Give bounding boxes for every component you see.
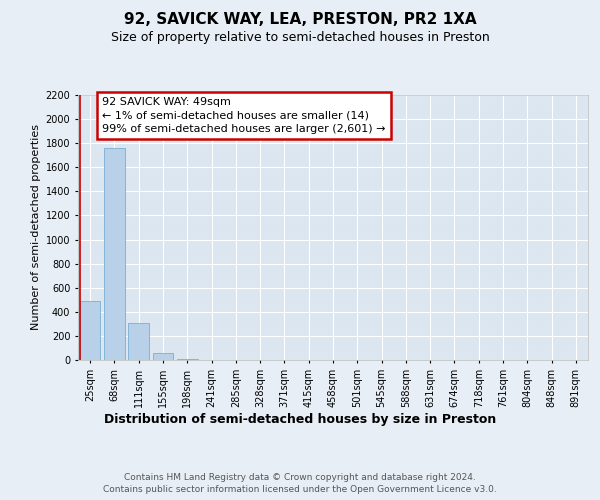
Text: Distribution of semi-detached houses by size in Preston: Distribution of semi-detached houses by … <box>104 412 496 426</box>
Bar <box>177 359 197 360</box>
Bar <box>152 354 173 360</box>
Bar <box>104 148 125 360</box>
Text: Contains HM Land Registry data © Crown copyright and database right 2024.
Contai: Contains HM Land Registry data © Crown c… <box>103 472 497 494</box>
Bar <box>80 301 100 360</box>
Y-axis label: Number of semi-detached properties: Number of semi-detached properties <box>31 124 41 330</box>
Text: Size of property relative to semi-detached houses in Preston: Size of property relative to semi-detach… <box>110 32 490 44</box>
Text: 92, SAVICK WAY, LEA, PRESTON, PR2 1XA: 92, SAVICK WAY, LEA, PRESTON, PR2 1XA <box>124 12 476 28</box>
Text: 92 SAVICK WAY: 49sqm
← 1% of semi-detached houses are smaller (14)
99% of semi-d: 92 SAVICK WAY: 49sqm ← 1% of semi-detach… <box>102 98 386 134</box>
Bar <box>128 322 149 360</box>
